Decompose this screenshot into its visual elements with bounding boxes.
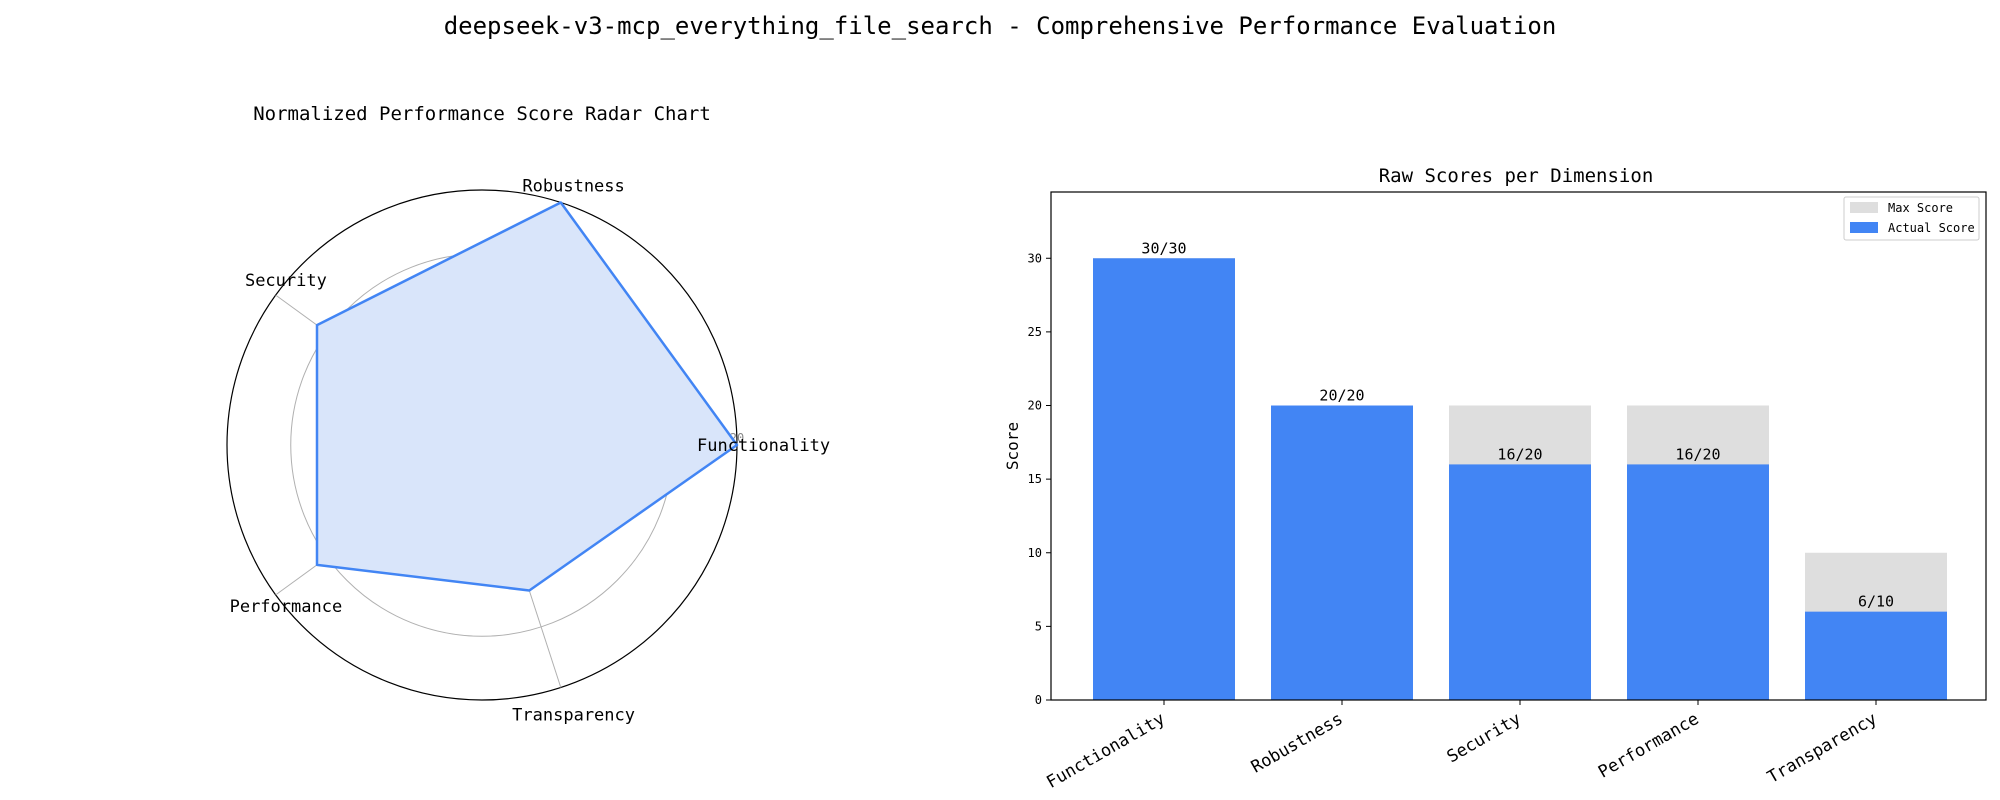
bar-y-tick-label: 20: [1028, 399, 1042, 413]
radar-category-label: Transparency: [512, 705, 635, 725]
figure-title: deepseek-v3-mcp_everything_file_search -…: [444, 12, 1557, 40]
bar-actual-score: [1271, 405, 1413, 700]
legend-max-swatch: [1850, 202, 1878, 213]
legend-actual-swatch: [1850, 222, 1878, 233]
legend-max-label: Max Score: [1888, 201, 1953, 215]
bar-y-tick-label: 30: [1028, 251, 1042, 265]
bar-plot-area: 30/30 20/20 16/20 16/20 6/10: [1093, 239, 1947, 700]
bar-chart-title: Raw Scores per Dimension: [1379, 165, 1654, 187]
bar-y-tick-label: 15: [1028, 472, 1042, 486]
bar-actual-score: [1805, 611, 1947, 700]
radar-area: [315, 201, 739, 592]
radar-chart: Normalized Performance Score Radar Chart…: [226, 103, 830, 726]
radar-category-label: Performance: [230, 597, 343, 617]
bar-actual-score: [1449, 464, 1591, 700]
radar-category-labels: Functionality Robustness Security Performan…: [230, 177, 830, 726]
bar-legend: Max Score Actual Score: [1843, 196, 1980, 241]
bar-data-label: 16/20: [1497, 445, 1542, 463]
radar-title: Normalized Performance Score Radar Chart: [253, 103, 711, 125]
bar-y-ticks: 0 5 10 15 20 25 30: [1028, 251, 1051, 707]
bar-actual-score: [1627, 464, 1769, 700]
bar-data-label: 6/10: [1858, 593, 1894, 611]
bar-y-tick-label: 0: [1035, 693, 1042, 707]
bar-y-tick-label: 10: [1028, 546, 1042, 560]
bar-y-axis-label: Score: [1003, 422, 1022, 470]
radar-category-label: Security: [245, 271, 327, 291]
bar-axes-frame: [1050, 191, 1987, 701]
bar-actual-score: [1093, 258, 1235, 700]
radar-category-label: Functionality: [697, 436, 830, 456]
legend-actual-label: Actual Score: [1888, 221, 1975, 235]
bar-data-label: 30/30: [1141, 239, 1186, 257]
bar-y-tick-label: 25: [1028, 325, 1042, 339]
bar-y-tick-label: 5: [1035, 619, 1042, 633]
radar-category-label: Robustness: [522, 177, 624, 197]
bar-data-label: 16/20: [1675, 445, 1720, 463]
bar-data-label: 20/20: [1319, 387, 1364, 405]
